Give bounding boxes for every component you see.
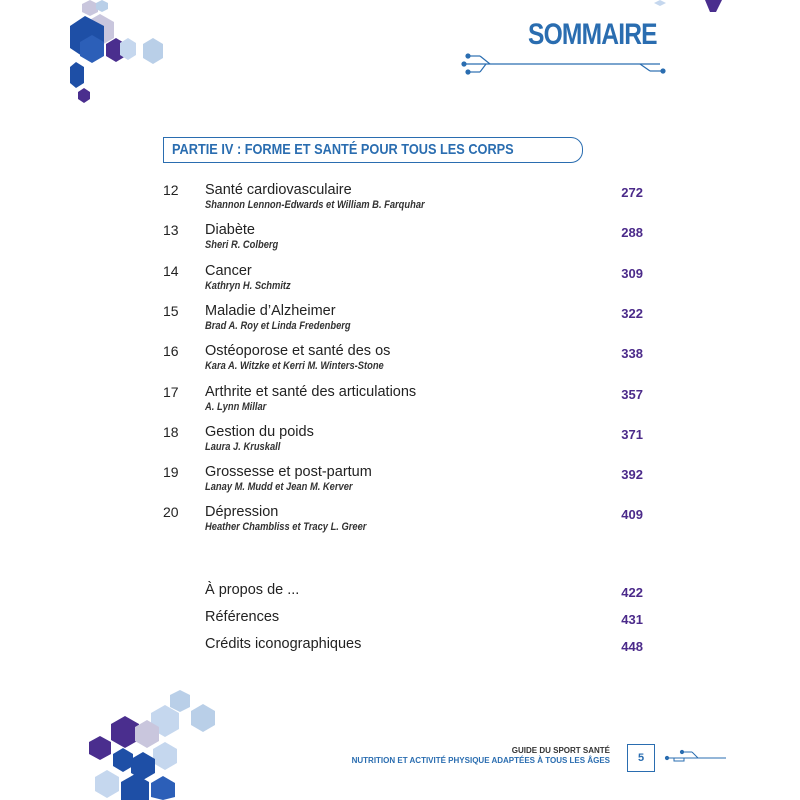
chapter-title: Ostéoporose et santé des os (205, 343, 391, 360)
chapter-number: 17 (163, 383, 179, 400)
chapter-number: 14 (163, 262, 179, 279)
toc-entry[interactable]: 20 Dépression Heather Chambliss et Tracy… (163, 504, 643, 540)
chapter-number: 19 (163, 464, 179, 481)
hexagon-decoration-top-left (70, 0, 163, 103)
chapter-title: Gestion du poids (205, 423, 314, 440)
toc-entry[interactable]: 19 Grossesse et post-partum Lanay M. Mud… (163, 464, 643, 500)
toc-entry[interactable]: 15 Maladie d’Alzheimer Brad A. Roy et Li… (163, 303, 643, 339)
chapter-title: Arthrite et santé des articulations (205, 383, 417, 400)
toc-entry[interactable]: 16 Ostéoporose et santé des os Kara A. W… (163, 343, 643, 379)
chapter-authors: Kathryn H. Schmitz (205, 279, 291, 292)
chapter-authors: Shannon Lennon-Edwards et William B. Far… (205, 199, 425, 211)
chapter-title: Cancer (205, 262, 252, 279)
chapter-page: 338 (621, 346, 643, 362)
footer-book-title: GUIDE DU SPORT SANTÉ (511, 746, 610, 755)
chapter-authors: Lanay M. Mudd et Jean M. Kerver (205, 481, 353, 494)
chapter-number: 16 (163, 343, 179, 360)
chapter-title: Dépression (205, 504, 279, 521)
hexagon-decoration-top-right (654, 0, 722, 12)
chapter-title: Maladie d’Alzheimer (205, 302, 336, 319)
page-number: 5 (627, 744, 655, 772)
chapter-page: 409 (621, 507, 643, 523)
part-heading: PARTIE IV : FORME ET SANTÉ POUR TOUS LES… (163, 137, 583, 163)
chapter-page: 357 (621, 386, 643, 402)
section-title: À propos de ... (205, 582, 300, 598)
chapter-page: 392 (621, 467, 643, 483)
chapter-authors: Kara A. Witzke et Kerri M. Winters-Stone (205, 360, 384, 373)
toc-entry[interactable]: 17 Arthrite et santé des articulations A… (163, 384, 643, 420)
section-page: 422 (621, 585, 643, 600)
hexagon-decoration-bottom-left (89, 690, 215, 800)
footer-book-subtitle: NUTRITION ET ACTIVITÉ PHYSIQUE ADAPTÉES … (351, 756, 610, 765)
chapter-page: 309 (621, 265, 643, 281)
page-title: SOMMAIRE (528, 18, 658, 51)
chapter-number: 20 (163, 504, 179, 521)
circuit-line-decoration (461, 53, 666, 75)
chapter-authors: Heather Chambliss et Tracy L. Greer (205, 521, 367, 534)
toc-entry[interactable]: 13 Diabète Sheri R. Colberg 288 (163, 222, 643, 258)
chapter-number: 15 (163, 302, 179, 319)
chapter-authors: Laura J. Kruskall (205, 440, 281, 453)
chapter-authors: A. Lynn Millar (205, 400, 267, 413)
chapter-title: Grossesse et post-partum (205, 464, 372, 481)
chapter-page: 371 (621, 426, 643, 442)
chapter-page: 272 (621, 185, 643, 200)
chapter-title: Santé cardiovasculaire (205, 182, 352, 198)
chapter-authors: Sheri R. Colberg (205, 239, 279, 252)
circuit-line-decoration-footer (664, 749, 726, 762)
chapter-number: 18 (163, 423, 179, 440)
chapter-number: 12 (163, 182, 179, 198)
toc-entry[interactable]: Crédits iconographiques 448 (163, 636, 643, 656)
toc-entry[interactable]: Références 431 (163, 609, 643, 629)
toc-entry[interactable]: 12 Santé cardiovasculaire Shannon Lennon… (163, 182, 643, 218)
chapter-authors: Brad A. Roy et Linda Fredenberg (205, 319, 351, 332)
toc-entry[interactable]: À propos de ... 422 (163, 582, 643, 602)
toc-entry[interactable]: 18 Gestion du poids Laura J. Kruskall 37… (163, 424, 643, 460)
chapter-title: Diabète (205, 222, 255, 239)
section-page: 448 (621, 639, 643, 654)
chapter-number: 13 (163, 222, 179, 239)
chapter-page: 288 (621, 225, 643, 241)
toc-entry[interactable]: 14 Cancer Kathryn H. Schmitz 309 (163, 263, 643, 299)
section-page: 431 (621, 612, 643, 627)
section-title: Crédits iconographiques (205, 636, 362, 652)
chapter-page: 322 (621, 305, 643, 321)
section-title: Références (205, 609, 280, 625)
